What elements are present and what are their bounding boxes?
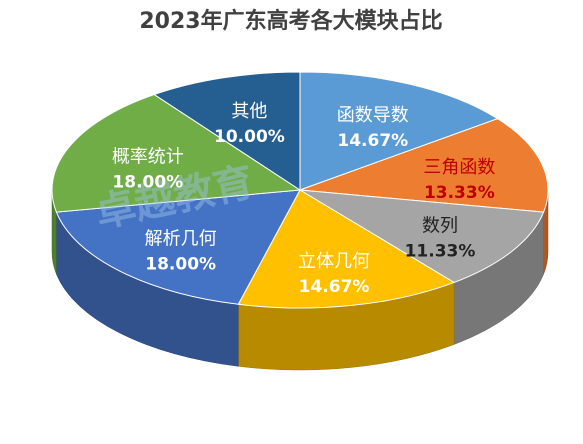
- slice: [299, 71, 499, 191]
- chart-title: 2023年广东高考各大模块占比: [139, 8, 442, 34]
- category-label: 立体几何: [298, 251, 370, 272]
- category-label: 概率统计: [112, 146, 184, 167]
- value-label: 13.33%: [424, 183, 495, 203]
- slice: [237, 189, 456, 309]
- value-label: 10.00%: [214, 127, 285, 147]
- value-label: 14.67%: [299, 277, 370, 297]
- category-label: 数列: [422, 215, 458, 236]
- value-label: 18.00%: [112, 172, 183, 192]
- category-label: 函数导数: [337, 105, 409, 126]
- category-label: 其他: [231, 101, 267, 122]
- value-label: 11.33%: [405, 241, 476, 261]
- value-label: 18.00%: [145, 254, 216, 274]
- category-label: 解析几何: [145, 228, 217, 249]
- slice: [55, 189, 301, 305]
- slice: [153, 71, 301, 191]
- slice: [51, 93, 302, 213]
- value-label: 14.67%: [337, 131, 408, 151]
- slice: [299, 189, 545, 284]
- category-label: 三角函数: [423, 157, 495, 178]
- slice: [299, 118, 549, 213]
